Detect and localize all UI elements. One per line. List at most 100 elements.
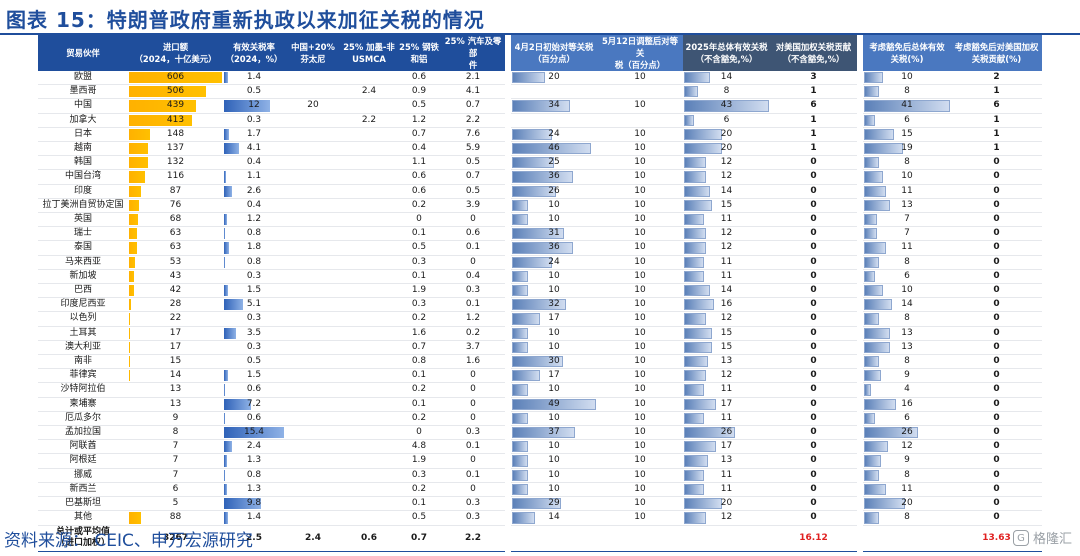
table-row: 阿联酋 7 2.4 4.8 0.1 10 10 17 0 12 0	[38, 439, 1042, 455]
apr2-tariff-bar	[512, 256, 553, 268]
eff-rate-bar	[224, 171, 227, 183]
eff-rate-value: 1.3	[246, 483, 262, 494]
auto-value: 4.1	[441, 84, 505, 100]
apr2-tariff-cell: 31	[511, 226, 597, 242]
may12-tariff: 10	[597, 354, 683, 370]
contrib-value: 0	[770, 382, 857, 398]
exempt-total-tariff-bar	[864, 285, 884, 297]
apr2-tariff-cell: 24	[511, 255, 597, 270]
column-gap	[857, 198, 863, 213]
total2025-tariff-bar	[684, 370, 707, 382]
import-value-value: 63	[169, 228, 182, 239]
eff-rate-bar	[224, 427, 284, 439]
steel-value: 0.2	[397, 311, 441, 327]
steel-value: 0.1	[397, 496, 441, 512]
import-value-value: 116	[166, 171, 185, 182]
contrib-value: 1	[770, 141, 857, 157]
may12-tariff: 10	[597, 439, 683, 455]
china-fentanyl-value	[285, 468, 341, 483]
apr2-tariff-bar	[512, 398, 596, 410]
auto-value: 0	[441, 411, 505, 427]
table-row: 其他 88 1.4 0.5 0.3 14 10 12 0 8 0	[38, 510, 1042, 526]
may12-tariff: 10	[597, 212, 683, 228]
total2025-tariff-bar	[684, 214, 705, 226]
import-value-cell: 13	[128, 397, 223, 412]
exempt-total-tariff-value: 9	[904, 370, 910, 381]
total2025-tariff-bar	[684, 384, 705, 396]
exempt-total-tariff-bar	[864, 469, 880, 481]
steel-value: 0.9	[397, 84, 441, 100]
table-row: 韩国 132 0.4 1.1 0.5 25 10 12 0 8 0	[38, 155, 1042, 171]
total2025-tariff-bar	[684, 327, 713, 339]
column-gap	[505, 169, 511, 185]
import-value-bar	[129, 327, 130, 339]
apr2-tariff-bar	[512, 412, 528, 425]
auto-value: 0	[441, 255, 505, 270]
auto-value: 2.1	[441, 71, 505, 86]
partner-name: 越南	[38, 141, 128, 157]
exempt-total-tariff-cell: 7	[863, 226, 951, 242]
table-row: 澳大利亚 17 0.3 0.7 3.7 10 10 15 0 13 0	[38, 340, 1042, 356]
column-gap	[505, 397, 511, 412]
import-value-cell: 15	[128, 354, 223, 370]
eff-rate-bar	[224, 512, 228, 524]
exempt-total-tariff-value: 16	[901, 398, 913, 409]
exempt-total-tariff-value: 8	[904, 313, 910, 324]
import-value-bar	[129, 157, 148, 169]
exempt-total-tariff-bar	[864, 228, 878, 240]
apr2-tariff-value: 10	[548, 285, 560, 296]
steel-value: 1.9	[397, 453, 441, 469]
column-gap	[857, 297, 863, 312]
eff-rate-cell: 9.8	[223, 496, 285, 512]
import-value-cell: 7	[128, 468, 223, 483]
contrib-value: 0	[770, 184, 857, 199]
steel-value: 1.6	[397, 326, 441, 341]
apr2-tariff-cell: 10	[511, 482, 597, 498]
total2025-tariff-bar	[684, 185, 711, 197]
exempt-total-tariff-bar	[864, 199, 890, 212]
total2025-tariff-cell: 14	[683, 184, 770, 199]
usmca-value	[341, 397, 397, 412]
apr2-tariff-cell: 10	[511, 212, 597, 228]
contrib-value: 0	[770, 397, 857, 412]
eff-rate-bar	[224, 256, 226, 268]
column-gap	[505, 212, 511, 227]
import-value-cell: 506	[128, 84, 223, 100]
apr2-tariff-value: 29	[548, 498, 560, 509]
partner-name: 阿联酋	[38, 439, 128, 455]
total2025-tariff-bar	[684, 157, 707, 169]
table-row: 马来西亚 53 0.8 0.3 0 24 10 11 0 8 0	[38, 255, 1042, 270]
header-row: 贸易伙伴 进口额 （2024，十亿美元） 有效关税率 （2024，%） 中国+20%…	[38, 35, 1042, 71]
total2025-tariff-value: 12	[720, 242, 733, 253]
apr2-tariff-value: 10	[548, 270, 560, 281]
exempt-total-tariff-bar	[864, 128, 895, 141]
eff-rate-cell: 0.4	[223, 155, 285, 171]
eff-rate-value: 1.8	[246, 242, 262, 253]
exempt-total-tariff-cell: 6	[863, 113, 951, 128]
header-gap	[505, 35, 511, 71]
apr2-tariff-cell: 32	[511, 297, 597, 313]
column-gap	[505, 127, 511, 142]
total2025-tariff-bar	[684, 242, 707, 254]
total2025-tariff-bar	[684, 143, 723, 155]
steel-value: 0.5	[397, 510, 441, 526]
header-partner: 贸易伙伴	[38, 35, 128, 71]
column-gap	[505, 453, 511, 469]
import-value-value: 63	[169, 242, 182, 253]
exempt-contrib-value: 0	[951, 425, 1042, 441]
steel-value: 0.3	[397, 468, 441, 483]
import-value-value: 7	[172, 469, 179, 480]
exempt-total-tariff-value: 11	[901, 483, 913, 494]
import-value-cell: 137	[128, 141, 223, 157]
exempt-total-tariff-value: 9	[904, 455, 910, 466]
auto-value: 0.2	[441, 326, 505, 341]
total2025-tariff-cell: 14	[683, 71, 770, 86]
usmca-value	[341, 468, 397, 483]
exempt-total-tariff-value: 26	[901, 427, 913, 438]
eff-rate-cell: 0.6	[223, 411, 285, 427]
total2025-tariff-bar	[684, 256, 705, 268]
exempt-total-tariff-value: 10	[901, 171, 913, 182]
header-china-fentanyl: 中国+20% 芬太尼	[285, 35, 341, 71]
eff-rate-bar	[224, 398, 251, 410]
steel-value: 0.6	[397, 71, 441, 86]
